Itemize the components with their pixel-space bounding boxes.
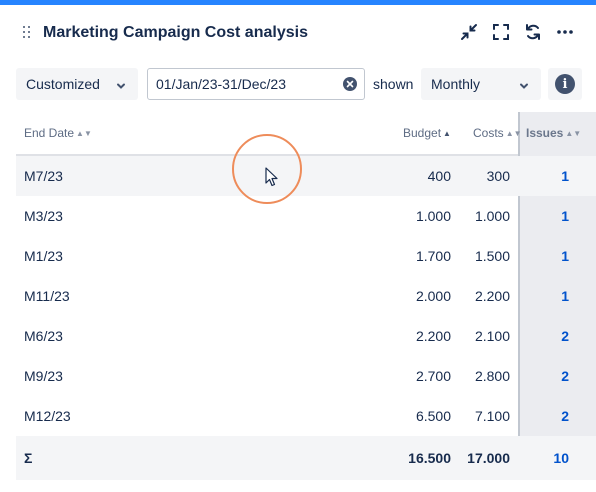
totals-issues-link[interactable]: 10 — [553, 450, 569, 466]
budget-cell: 400 — [427, 168, 451, 184]
end-date-cell: M9/23 — [24, 368, 63, 384]
column-header-label: Budget — [403, 126, 442, 140]
totals-costs: 17.000 — [467, 450, 510, 466]
costs-cell: 2.200 — [474, 288, 510, 304]
table-row[interactable]: M1/23 1.700 1.500 1 — [16, 236, 596, 276]
issues-count-link[interactable]: 2 — [561, 328, 569, 344]
collapse-icon[interactable] — [459, 22, 479, 42]
header-divider — [16, 154, 518, 156]
interval-value: Monthly — [431, 76, 481, 92]
date-range-value: 01/Jan/23-31/Dec/23 — [156, 76, 286, 92]
table-row[interactable]: M7/23 400 300 1 — [16, 156, 596, 196]
period-mode-select[interactable]: Customized — [16, 68, 138, 100]
costs-cell: 2.100 — [474, 328, 510, 344]
column-header-costs[interactable]: Costs ▲▼ — [473, 112, 522, 154]
sort-icon: ▲▼ — [76, 128, 92, 138]
column-header-budget[interactable]: Budget ▲ — [403, 112, 451, 154]
issues-count-link[interactable]: 1 — [561, 208, 569, 224]
totals-budget: 16.500 — [408, 450, 451, 466]
drag-handle-icon[interactable] — [23, 26, 31, 38]
gadget-header: Marketing Campaign Cost analysis — [0, 5, 596, 61]
cost-table: End Date ▲▼ Budget ▲ Costs ▲▼ Issues ▲▼ … — [16, 112, 596, 480]
issues-count-link[interactable]: 1 — [561, 168, 569, 184]
column-header-label: Issues — [526, 126, 564, 140]
issues-count-link[interactable]: 1 — [561, 288, 569, 304]
budget-cell: 2.700 — [415, 368, 451, 384]
costs-cell: 1.500 — [474, 248, 510, 264]
column-header-label: Costs — [473, 126, 504, 140]
budget-cell: 2.200 — [415, 328, 451, 344]
chevron-down-icon — [116, 78, 126, 94]
table-row[interactable]: M9/23 2.700 2.800 2 — [16, 356, 596, 396]
end-date-cell: M12/23 — [24, 408, 71, 424]
sort-icon: ▲▼ — [565, 128, 582, 138]
refresh-icon[interactable] — [523, 22, 543, 42]
table-row[interactable]: M3/23 1.000 1.000 1 — [16, 196, 596, 236]
budget-cell: 6.500 — [415, 408, 451, 424]
end-date-cell: M7/23 — [24, 168, 63, 184]
more-icon[interactable] — [555, 22, 575, 42]
costs-cell: 2.800 — [474, 368, 510, 384]
end-date-cell: M1/23 — [24, 248, 63, 264]
costs-cell: 1.000 — [474, 208, 510, 224]
end-date-cell: M3/23 — [24, 208, 63, 224]
end-date-cell: M6/23 — [24, 328, 63, 344]
totals-symbol: Σ — [24, 450, 33, 466]
sort-ascending-icon: ▲ — [443, 128, 451, 138]
column-header-label: End Date — [24, 126, 75, 140]
budget-cell: 2.000 — [415, 288, 451, 304]
sort-icon: ▲▼ — [505, 128, 522, 138]
budget-cell: 1.700 — [415, 248, 451, 264]
table-row[interactable]: M6/23 2.200 2.100 2 — [16, 316, 596, 356]
issues-count-link[interactable]: 2 — [561, 408, 569, 424]
info-button[interactable]: i — [548, 68, 582, 100]
clear-icon[interactable] — [343, 77, 357, 91]
shown-label: shown — [373, 76, 414, 92]
info-icon: i — [555, 74, 575, 94]
filter-bar: Customized 01/Jan/23-31/Dec/23 shown Mon… — [0, 68, 596, 102]
table-row[interactable]: M12/23 6.500 7.100 2 — [16, 396, 596, 436]
column-header-end-date[interactable]: End Date ▲▼ — [24, 112, 92, 154]
issues-count-link[interactable]: 1 — [561, 248, 569, 264]
top-accent-bar — [0, 0, 596, 5]
fullscreen-icon[interactable] — [491, 22, 511, 42]
costs-cell: 7.100 — [474, 408, 510, 424]
chevron-down-icon — [519, 78, 529, 94]
period-mode-value: Customized — [26, 76, 100, 92]
issues-count-link[interactable]: 2 — [561, 368, 569, 384]
column-header-issues[interactable]: Issues ▲▼ — [526, 112, 581, 154]
budget-cell: 1.000 — [415, 208, 451, 224]
costs-cell: 300 — [486, 168, 510, 184]
gadget-title: Marketing Campaign Cost analysis — [43, 24, 308, 41]
end-date-cell: M11/23 — [24, 288, 70, 304]
interval-select[interactable]: Monthly — [421, 68, 541, 100]
table-row[interactable]: M11/23 2.000 2.200 1 — [16, 276, 596, 316]
totals-row: Σ 16.500 17.000 10 — [16, 436, 596, 480]
date-range-input[interactable]: 01/Jan/23-31/Dec/23 — [147, 68, 365, 100]
